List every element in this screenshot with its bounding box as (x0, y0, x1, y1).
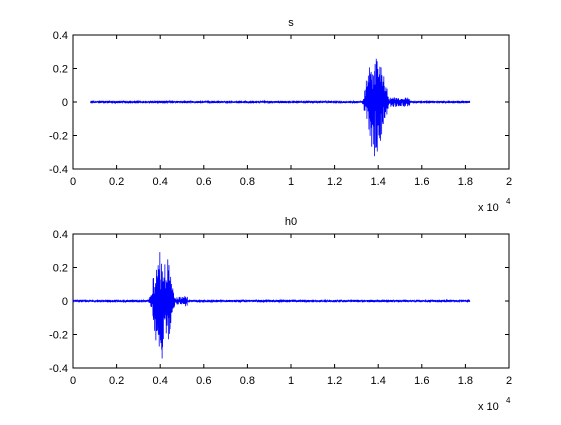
subplot-h0: h0 0 0.2 0.4 0.6 0.8 1 1.2 1.4 1.6 1.8 2 -0.4 -0.2 0 0.… (49, 216, 512, 413)
x-tick-label: 0.4 (153, 176, 168, 188)
x-exponent-power: 4 (506, 396, 511, 405)
y-tick-label: -0.4 (49, 363, 68, 375)
chart-title: s (288, 17, 294, 29)
x-exponent-power: 4 (506, 197, 511, 206)
x-tick-label: 1.2 (327, 176, 342, 188)
x-tick-label: 0.8 (240, 176, 255, 188)
x-tick-label: 1 (288, 375, 294, 387)
x-tick-label: 1.8 (458, 176, 473, 188)
y-tick-label: -0.4 (49, 164, 68, 176)
series-line (72, 252, 471, 359)
x-tick-label: 1 (288, 176, 294, 188)
x-tick-label: 2 (506, 176, 512, 188)
x-exponent-label: x 10 (478, 401, 499, 413)
x-tick-label: 1.2 (327, 375, 342, 387)
x-tick-label: 2 (506, 375, 512, 387)
x-tick-label: 1.4 (371, 375, 386, 387)
y-tick-label: -0.2 (49, 131, 68, 143)
x-tick-label: 0.6 (196, 375, 211, 387)
subplot-s: s 0 0.2 0.4 0.6 0.8 1 1.2 1.4 1.6 1.8 2 -0.4 -0.2 0 0.2… (49, 17, 512, 214)
x-tick-label: 0.6 (196, 176, 211, 188)
y-tick-label: -0.2 (49, 330, 68, 342)
x-tick-label: 0.8 (240, 375, 255, 387)
y-tick-label: 0.4 (53, 30, 68, 42)
y-tick-label: 0.2 (53, 64, 68, 76)
x-tick-label: 0.2 (109, 176, 124, 188)
y-tick-label: 0.4 (53, 229, 68, 241)
x-tick-label: 1.6 (414, 176, 429, 188)
x-tick-label: 1.4 (371, 176, 386, 188)
x-tick-label: 0.4 (153, 375, 168, 387)
y-tick-label: 0.2 (53, 263, 68, 275)
y-tick-label: 0 (62, 97, 68, 109)
x-tick-label: 1.6 (414, 375, 429, 387)
y-tick-label: 0 (62, 296, 68, 308)
chart-title: h0 (285, 216, 297, 228)
x-tick-label: 0 (70, 375, 76, 387)
series-line (90, 58, 471, 157)
x-tick-label: 1.8 (458, 375, 473, 387)
x-exponent-label: x 10 (478, 202, 499, 214)
x-tick-label: 0.2 (109, 375, 124, 387)
x-tick-label: 0 (70, 176, 76, 188)
